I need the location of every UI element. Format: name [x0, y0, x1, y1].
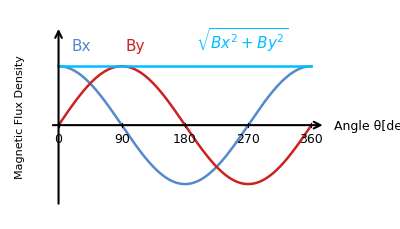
Text: 0: 0	[54, 133, 62, 146]
Text: 90: 90	[114, 133, 130, 146]
Text: Bx: Bx	[71, 39, 91, 54]
Text: Angle θ[deg]: Angle θ[deg]	[334, 119, 400, 132]
Text: 180: 180	[173, 133, 197, 146]
Text: 360: 360	[300, 133, 323, 146]
Text: Magnetic Flux Density: Magnetic Flux Density	[15, 55, 25, 178]
Text: 270: 270	[236, 133, 260, 146]
Text: By: By	[125, 39, 145, 54]
Text: $\sqrt{Bx^2 + By^2}$: $\sqrt{Bx^2 + By^2}$	[196, 27, 288, 54]
